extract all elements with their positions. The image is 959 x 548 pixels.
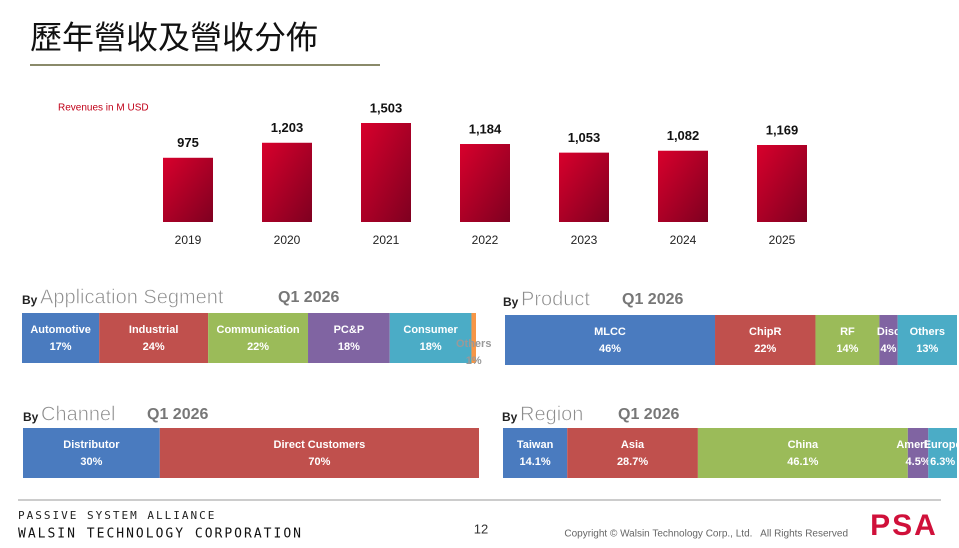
bar (757, 145, 807, 222)
chart-title: Application Segment (40, 286, 224, 308)
segment-value: 14.1% (520, 456, 551, 468)
chart-period: Q1 2026 (618, 406, 679, 423)
segment (907, 428, 929, 478)
segment (389, 313, 472, 363)
segment-label: Others (456, 338, 491, 350)
segment (22, 313, 100, 363)
segment-value: 22% (247, 341, 269, 353)
segment (567, 428, 698, 478)
segment-value: 18% (420, 341, 442, 353)
by-label: By (23, 410, 39, 424)
segment-label: Disc (877, 326, 900, 338)
segment-value: 22% (754, 343, 776, 355)
x-tick-label: 2022 (472, 233, 499, 247)
bar (361, 123, 411, 222)
chart-subtitle: Revenues in M USD (58, 103, 149, 114)
segment-label: MLCC (594, 326, 626, 338)
value-label: 1,169 (766, 122, 799, 137)
segment-label: Consumer (403, 324, 458, 336)
x-tick-label: 2023 (571, 233, 598, 247)
segment (471, 313, 476, 363)
value-label: 975 (177, 135, 199, 150)
by-label: By (503, 295, 519, 309)
segment (308, 313, 390, 363)
x-tick-label: 2019 (175, 233, 202, 247)
segment-value: 18% (338, 341, 360, 353)
segment-label: Europe (924, 439, 959, 451)
bar (658, 150, 708, 222)
segment-label: Communication (217, 324, 300, 336)
bar (163, 157, 213, 222)
x-tick-label: 2024 (670, 233, 697, 247)
by-label: By (22, 293, 38, 307)
segment-label: ChipR (749, 326, 781, 338)
chart-period: Q1 2026 (278, 289, 339, 306)
chart-period: Q1 2026 (147, 406, 208, 423)
segment (715, 315, 816, 365)
segment-label: Distributor (63, 439, 120, 451)
segment-label: Others (910, 326, 945, 338)
bar (559, 152, 609, 222)
segment-label: Direct Customers (274, 439, 366, 451)
bar (262, 142, 312, 222)
segment (503, 428, 568, 478)
segment (879, 315, 898, 365)
chart-title: Region (520, 403, 583, 425)
segment-label: Asia (621, 439, 645, 451)
x-tick-label: 2025 (769, 233, 796, 247)
value-label: 1,082 (667, 128, 700, 143)
segment-value: 70% (308, 456, 330, 468)
segment (505, 315, 716, 365)
value-label: 1,053 (568, 130, 601, 145)
chart-title: Product (521, 288, 590, 310)
chart-period: Q1 2026 (622, 291, 683, 308)
segment-value: 46% (599, 343, 621, 355)
logo: PSA (870, 509, 938, 542)
segment-value: 28.7% (617, 456, 648, 468)
segment-label: Automotive (30, 324, 91, 336)
bar (460, 144, 510, 222)
value-label: 1,203 (271, 120, 304, 135)
segment-label: PC&P (334, 324, 365, 336)
segment (928, 428, 957, 478)
x-tick-label: 2020 (274, 233, 301, 247)
segment (697, 428, 908, 478)
segment-value: 46.1% (787, 456, 818, 468)
segment (208, 313, 309, 363)
segment-value: 30% (80, 456, 102, 468)
copyright: Copyright © Walsin Technology Corp., Ltd… (564, 529, 848, 540)
chart-title: Channel (41, 403, 116, 425)
segment-value: 4% (881, 343, 897, 355)
segment-value: 4.5% (906, 456, 931, 468)
value-label: 1,503 (370, 100, 403, 115)
segment-label: Taiwan (517, 439, 554, 451)
segment-label: RF (840, 326, 855, 338)
slide-title: 歷年營收及營收分佈 (30, 19, 318, 55)
segment-value: 6.3% (930, 456, 955, 468)
footer-alliance: PASSIVE SYSTEM ALLIANCE (18, 509, 216, 522)
page-number: 12 (474, 521, 488, 536)
x-tick-label: 2021 (373, 233, 400, 247)
segment (815, 315, 880, 365)
segment-value: 24% (143, 341, 165, 353)
segment-value: 14% (836, 343, 858, 355)
segment-value: 13% (916, 343, 938, 355)
segment (897, 315, 957, 365)
footer-company: WALSIN TECHNOLOGY CORPORATION (18, 527, 303, 542)
by-label: By (502, 410, 518, 424)
segment (159, 428, 480, 478)
segment-label: China (788, 439, 819, 451)
value-label: 1,184 (469, 121, 502, 136)
segment-value: 1% (466, 355, 482, 367)
segment (23, 428, 160, 478)
segment (99, 313, 209, 363)
segment-value: 17% (50, 341, 72, 353)
segment-label: Industrial (129, 324, 179, 336)
